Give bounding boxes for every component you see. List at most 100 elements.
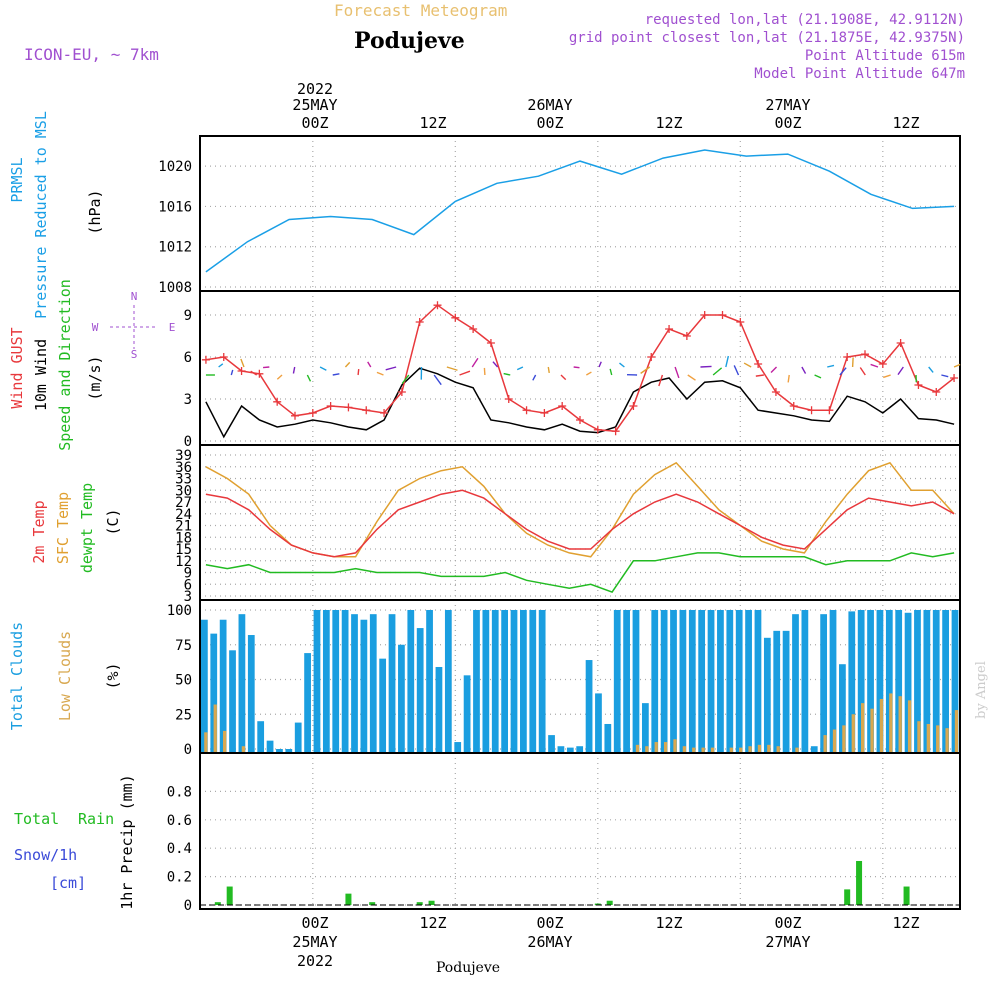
total-cloud-bar [613,610,621,752]
low-cloud-bar [898,696,902,752]
total-cloud-bar [632,610,640,752]
gust-marker [647,353,656,361]
y-tick-label: 0.6 [167,813,192,829]
total-cloud-bar [670,610,677,752]
bottom-tick-label: 00Z [774,914,801,932]
wind-arrow [870,363,879,368]
bottom-date-label: 26MAY [527,933,572,951]
precip-bar [214,902,221,905]
gust-marker [415,318,424,326]
total-cloud-bar [294,722,302,752]
gust-marker [219,353,228,361]
total-cloud-bar [595,693,602,752]
wind-arrow [516,366,524,371]
gust-marker [843,353,852,361]
wind-arrow [859,367,866,376]
gust-marker [718,311,727,319]
wind-arrow [263,366,270,369]
temp-unit: (C) [104,508,122,535]
gust-marker [629,402,638,410]
total-cloud-bar [951,610,959,752]
top-tick-label: 12Z [419,114,446,132]
y-tick-label: 1012 [158,240,192,256]
total-cloud-bar [848,611,856,752]
y-tick-label: 6 [184,577,192,593]
precip-bar [226,886,233,905]
gust-marker [380,409,389,417]
total-cloud-bar [444,610,452,752]
bottom-date-label: 25MAY [292,933,337,951]
total-cloud-bar [322,610,330,752]
wind-arrow [218,363,224,368]
y-tick-label: 0.8 [167,784,192,800]
total-cloud-bar [557,746,565,752]
gust-marker [362,406,371,415]
total-cloud-bar [201,619,208,752]
low-cloud-bar [823,735,827,752]
wind-compass: W E N S [92,290,176,361]
wind-arrow [459,370,471,376]
gust-marker [914,381,923,389]
gust-marker [522,406,531,415]
precip-bar [416,902,423,905]
y-tick-label: 3 [184,589,192,605]
low-cloud-bar [926,723,930,752]
low-cloud-bar [907,700,912,752]
station-title: Podujeve [354,28,465,54]
temp-label: SFC Temp [54,492,72,564]
wind-arrow [585,371,592,376]
precip-bar [903,886,910,905]
bottom-tick-label: 12Z [419,914,446,932]
top-tick-label: 12Z [892,114,919,132]
total-cloud-bar [332,610,340,752]
precip-snow-unit: [cm] [50,874,86,892]
gust-marker [736,318,745,326]
total-cloud-bar [548,735,555,752]
total-cloud-bar [313,610,321,752]
gust-marker [273,397,282,406]
wind-arrow [376,371,384,376]
low-cloud-bar [842,725,846,752]
precip-total-label: Total [14,810,59,828]
low-cloud-bar [879,698,884,752]
total-cloud-bar [538,610,546,752]
y-tick-label: 75 [175,638,192,654]
total-cloud-bar [210,633,218,752]
low-cloud-bar [795,747,799,752]
total-cloud-bar [454,742,462,752]
compass-s: S [131,348,138,361]
low-cloud-bar [889,693,893,752]
total-cloud-bar [426,610,433,752]
total-cloud-bar [585,660,593,752]
temp-2m-line [205,489,955,558]
total-cloud-bar [247,635,255,752]
gust-marker [807,406,816,415]
y-tick-label: 12 [175,554,192,570]
wind-arrow [250,370,258,376]
gust-marker [576,416,584,424]
gust-marker [201,355,210,364]
low-cloud-bar [654,742,658,752]
total-cloud-bar [520,610,527,752]
wind-arrow [619,362,625,368]
y-tick-label: 6 [184,350,192,366]
wind-arrow [357,368,360,376]
total-cloud-bar [745,610,752,752]
y-tick-label: 27 [175,495,192,511]
y-tick-label: 30 [175,483,192,499]
cloud-unit: (%) [104,662,122,689]
credit: by Angel [974,661,989,719]
low-cloud-bar [692,747,696,752]
top-tick-label: 12Z [655,114,682,132]
wind-arrow [532,374,537,381]
gust-marker [486,339,495,347]
gust-marker [878,360,887,368]
wind-arrow [712,367,723,376]
total-cloud-bar [341,610,349,752]
wind-arrow [471,357,479,368]
gust-marker [611,427,620,436]
gust-marker [665,325,674,333]
y-tick-label: 18 [175,530,192,546]
low-cloud-bar [954,710,959,752]
y-tick-label: 0.4 [167,841,192,857]
